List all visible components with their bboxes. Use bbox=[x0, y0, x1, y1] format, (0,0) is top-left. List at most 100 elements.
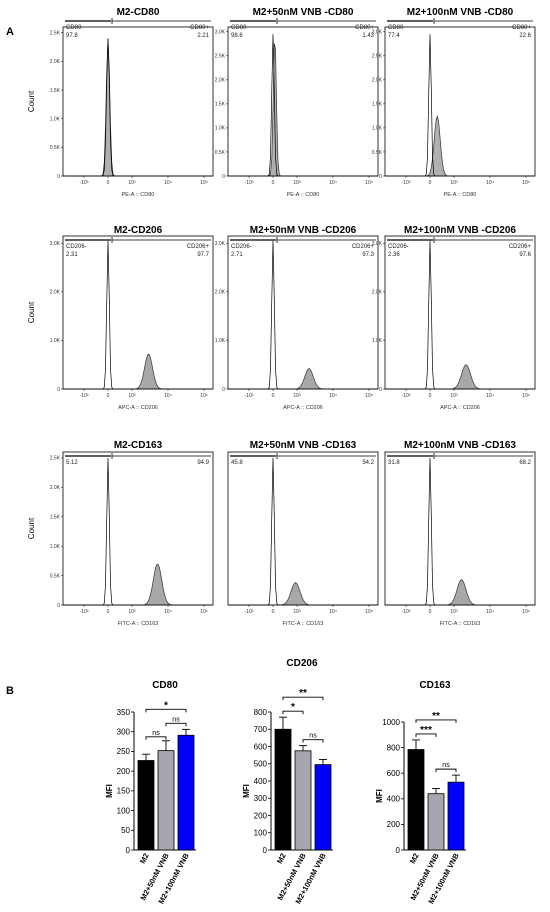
y-tick-label: 400 bbox=[254, 777, 268, 786]
x-tick-label: -10³ bbox=[80, 180, 89, 186]
x-tick-label: 10⁴ bbox=[329, 393, 337, 399]
significance-bracket bbox=[415, 719, 457, 723]
y-tick-label: 1.5K bbox=[50, 515, 61, 521]
gate-negative-label: CD80- bbox=[388, 25, 405, 31]
x-tick-label: 0 bbox=[429, 180, 432, 186]
x-tick-label: -10³ bbox=[80, 609, 89, 615]
y-tick-label: 50 bbox=[121, 826, 130, 835]
x-tick-label: 10³ bbox=[128, 609, 136, 615]
y-tick-label: 1.0K bbox=[372, 338, 383, 344]
histogram-panel: M2+50nM VNB -CD206 0 1.0K 2.0K 3.0K -10³ 0 10³ 1… bbox=[215, 225, 379, 411]
y-tick-label: 1.0K bbox=[50, 544, 61, 550]
histogram-panel: M2+100nM VNB -CD206 0 1.0K 2.0K 3.0K -10³ 0 10³… bbox=[372, 225, 536, 411]
y-tick-label: 700 bbox=[254, 725, 268, 734]
histogram-grid: M2-CD80 0 0.5K 1.0K 1.5K 2.0K 2.5K -10³ 0 10³ 10⁴ 1… bbox=[27, 7, 536, 627]
x-tick-label: 10⁵ bbox=[200, 609, 208, 615]
gate-negative-value: 31.8 bbox=[388, 460, 400, 466]
y-tick-label: 1.0K bbox=[50, 338, 61, 344]
gate-positive-label: CD80+ bbox=[512, 25, 531, 31]
histogram-title: M2+100nM VNB -CD206 bbox=[404, 225, 516, 236]
y-tick-label: 0 bbox=[126, 846, 131, 855]
y-tick-label: 0 bbox=[222, 387, 225, 393]
y-axis-label: MFI bbox=[375, 789, 384, 803]
histogram-title: M2+50nM VNB -CD163 bbox=[250, 440, 357, 451]
y-tick-label: 0 bbox=[57, 603, 60, 609]
histogram-frame bbox=[384, 26, 536, 177]
gate-negative-value: 2.36 bbox=[388, 252, 400, 258]
unstained-histogram bbox=[385, 240, 535, 390]
gate-positive-value: 54.2 bbox=[362, 460, 374, 466]
y-tick-label: 0.5K bbox=[50, 573, 61, 579]
stained-histogram bbox=[228, 43, 378, 177]
y-tick-label: 100 bbox=[117, 806, 131, 815]
x-tick-label: 10⁴ bbox=[164, 180, 172, 186]
x-tick-label: 10⁴ bbox=[329, 609, 337, 615]
x-axis-label: FITC-A :: CD163 bbox=[440, 621, 481, 627]
count-axis-label: Count bbox=[27, 301, 36, 323]
x-tick-label: 0 bbox=[107, 180, 110, 186]
gate-negative-value: 97.8 bbox=[66, 33, 78, 39]
histogram-frame bbox=[62, 235, 214, 390]
count-axis-label: Count bbox=[27, 90, 36, 112]
gate-negative-value: 2.31 bbox=[66, 252, 78, 258]
bar-chart-title: CD206 bbox=[286, 658, 318, 669]
unstained-histogram bbox=[63, 457, 213, 606]
histogram-frame bbox=[384, 235, 536, 390]
unstained-histogram bbox=[228, 240, 378, 390]
significance-bracket bbox=[415, 733, 437, 737]
stained-histogram bbox=[63, 353, 213, 390]
bar bbox=[137, 760, 155, 851]
y-tick-label: 500 bbox=[254, 760, 268, 769]
y-tick-label: 2.0K bbox=[372, 290, 383, 296]
x-tick-label: 0 bbox=[272, 609, 275, 615]
y-tick-label: 0 bbox=[263, 846, 268, 855]
histogram-title: M2+50nM VNB -CD80 bbox=[253, 7, 354, 18]
y-tick-label: 2.5K bbox=[215, 54, 226, 60]
histogram-panel: M2+50nM VNB -CD163 -10³ 0 10³ 10⁴ 10⁵ FITC-A :… bbox=[227, 440, 379, 627]
histogram-panel: M2+50nM VNB -CD80 0 0.5K 1.0K 1.5K 2.0K 2.5K 3.… bbox=[215, 7, 379, 198]
histogram-frame bbox=[227, 451, 379, 606]
bar bbox=[314, 764, 332, 851]
y-tick-label: 400 bbox=[387, 795, 401, 804]
significance-label: ** bbox=[299, 688, 307, 699]
y-tick-label: 1.5K bbox=[215, 102, 226, 108]
x-axis-label: PE-A :: CD80 bbox=[287, 192, 320, 198]
y-tick-label: 2.0K bbox=[50, 59, 61, 65]
gate-positive-label: CD206+ bbox=[509, 244, 532, 250]
bar bbox=[407, 749, 425, 851]
gate-negative-value: 2.71 bbox=[231, 252, 243, 258]
gate-positive-label: CD80+ bbox=[190, 25, 209, 31]
y-tick-label: 0 bbox=[57, 387, 60, 393]
x-tick-label: -10³ bbox=[402, 393, 411, 399]
unstained-histogram bbox=[63, 38, 213, 177]
bar bbox=[447, 781, 465, 851]
x-tick-label: 10⁵ bbox=[522, 609, 530, 615]
significance-bracket bbox=[435, 768, 457, 773]
histogram-panel: M2+100nM VNB -CD80 0 0.5K 1.0K 1.5K 2.0K 2.5K 3… bbox=[372, 7, 536, 198]
y-tick-label: 2.5K bbox=[50, 31, 61, 37]
histogram-title: M2+50nM VNB -CD206 bbox=[250, 225, 357, 236]
y-tick-label: 0 bbox=[222, 174, 225, 180]
x-tick-label: 10⁴ bbox=[486, 180, 494, 186]
x-tick-label: 10⁴ bbox=[486, 393, 494, 399]
histogram-frame bbox=[227, 26, 379, 177]
x-tick-label: -10³ bbox=[402, 180, 411, 186]
bar bbox=[177, 734, 195, 851]
y-tick-label: 2.0K bbox=[50, 485, 61, 491]
y-tick-label: 2.0K bbox=[50, 290, 61, 296]
y-tick-label: 3.0K bbox=[215, 30, 226, 36]
x-tick-label: 10⁵ bbox=[522, 180, 530, 186]
x-tick-label: 10⁵ bbox=[200, 393, 208, 399]
y-tick-label: 2.5K bbox=[50, 456, 61, 462]
x-tick-label: 0 bbox=[107, 393, 110, 399]
significance-label: ns bbox=[152, 730, 160, 737]
histogram-title: M2-CD80 bbox=[117, 7, 160, 18]
x-tick-label: -10³ bbox=[245, 393, 254, 399]
y-tick-label: 2.0K bbox=[215, 290, 226, 296]
x-tick-label: 10³ bbox=[128, 180, 136, 186]
y-tick-label: 800 bbox=[387, 743, 401, 752]
y-axis-label: MFI bbox=[105, 784, 114, 798]
y-tick-label: 2.5K bbox=[372, 54, 383, 60]
x-tick-label: 10⁴ bbox=[329, 180, 337, 186]
